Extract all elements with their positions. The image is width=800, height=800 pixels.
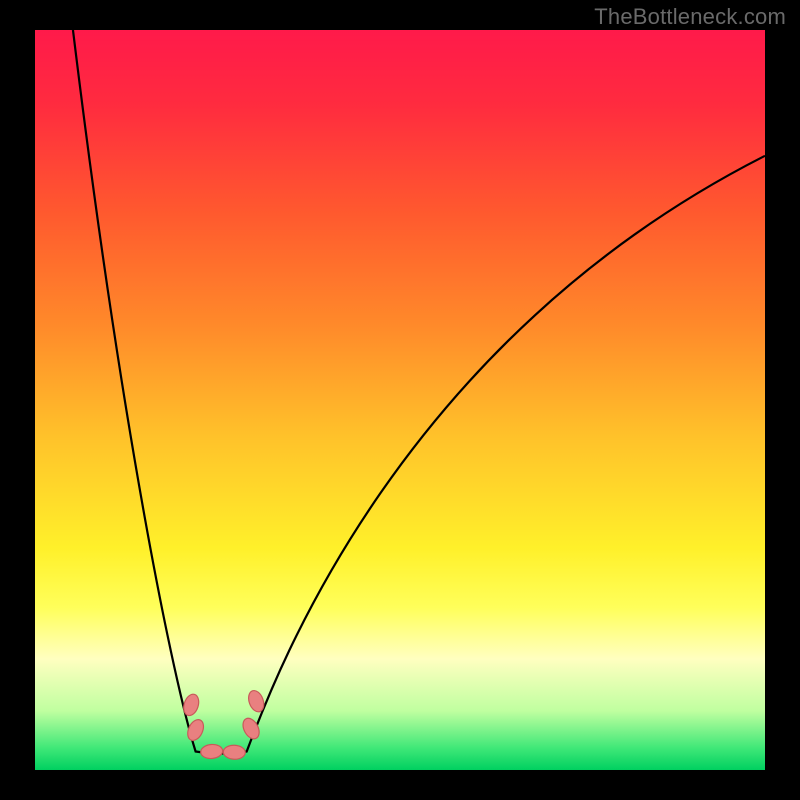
chart-frame: TheBottleneck.com xyxy=(0,0,800,800)
curve-marker xyxy=(223,745,245,760)
bottleneck-chart-svg xyxy=(0,0,800,800)
gradient-plot-area xyxy=(35,30,765,770)
watermark-text: TheBottleneck.com xyxy=(594,4,786,30)
